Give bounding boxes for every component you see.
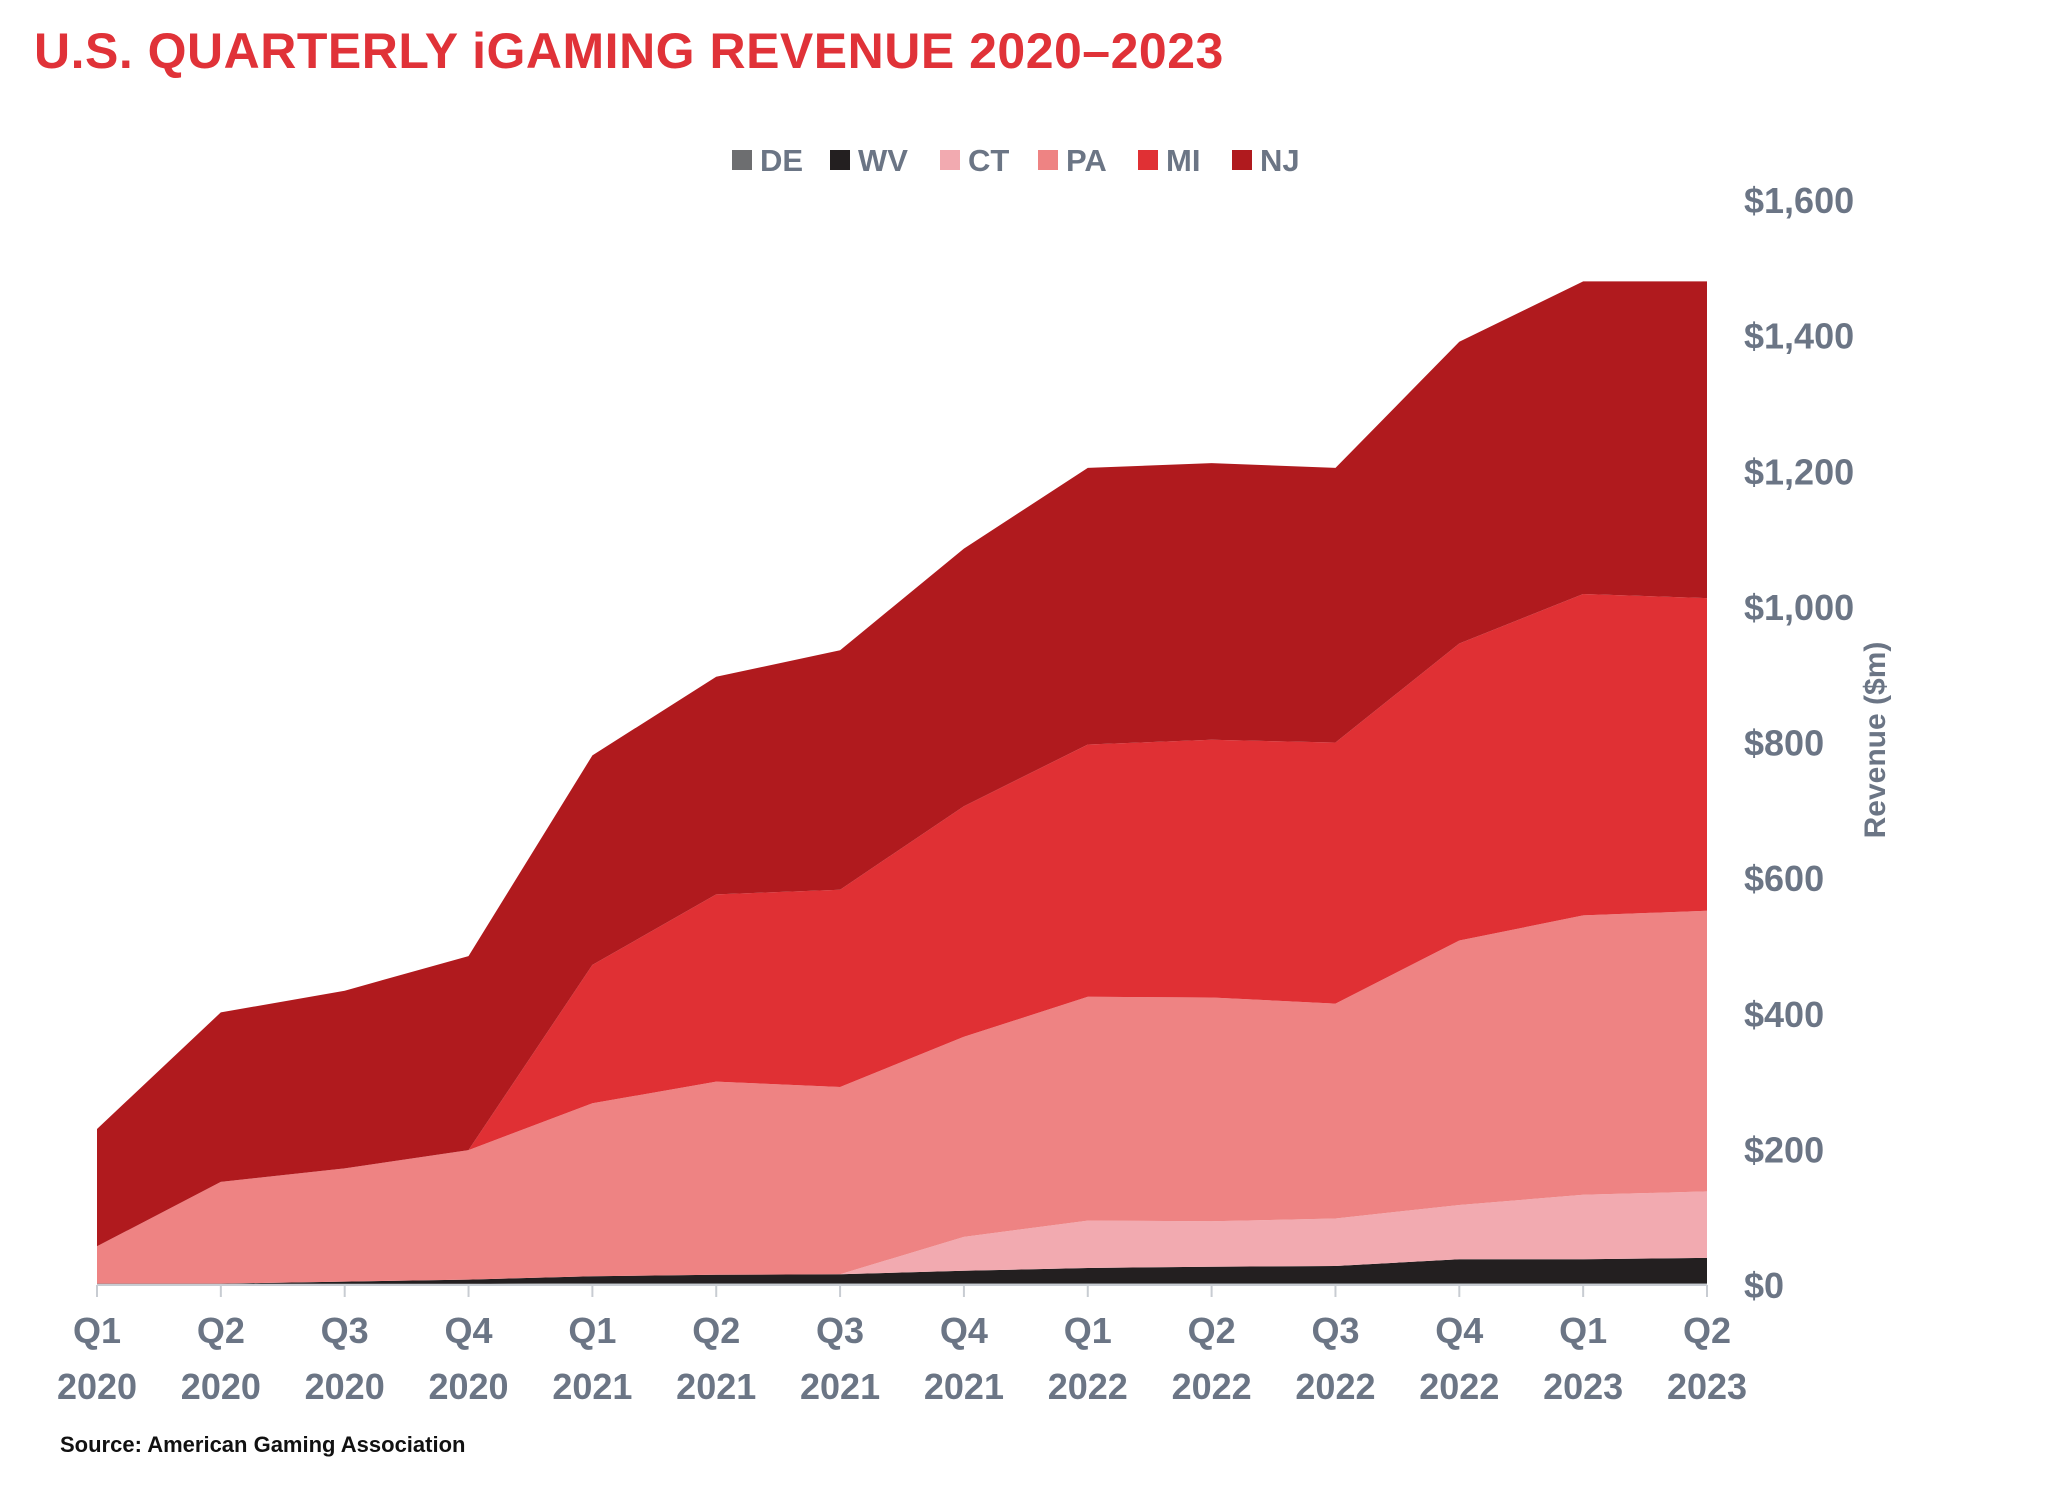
legend-label: CT — [968, 143, 1009, 178]
area-ct — [97, 1191, 1707, 1284]
x-tick-label: Q1 2020 — [57, 1310, 137, 1407]
x-tick-label: Q1 2023 — [1543, 1310, 1623, 1407]
chart-title: U.S. QUARTERLY iGAMING REVENUE 2020–2023 — [34, 23, 1224, 79]
legend-label: NJ — [1260, 143, 1300, 178]
legend-label: DE — [760, 143, 803, 178]
area-mi — [97, 594, 1707, 1247]
x-tick-label: Q2 2022 — [1172, 1310, 1252, 1407]
x-tick-label: Q3 2020 — [305, 1310, 385, 1407]
legend-swatch — [830, 150, 850, 170]
x-tick-label: Q2 2021 — [676, 1310, 756, 1407]
area-nj — [97, 281, 1707, 1247]
source-note: Source: American Gaming Association — [60, 1432, 466, 1457]
legend: DE WV CT PA MI NJ — [732, 143, 1300, 178]
x-tick-label: Q3 2022 — [1295, 1310, 1375, 1407]
area-wv — [97, 1257, 1707, 1284]
legend-swatch — [1232, 150, 1252, 170]
legend-label: MI — [1166, 143, 1200, 178]
legend-item-pa: PA — [1038, 143, 1107, 178]
y-tick-label: $1,000 — [1744, 587, 1854, 628]
legend-item-ct: CT — [940, 143, 1009, 178]
y-tick-label: $600 — [1744, 858, 1824, 899]
y-axis-label: Revenue ($m) — [1859, 642, 1892, 839]
area-pa — [97, 910, 1707, 1284]
x-tick-label: Q4 2022 — [1419, 1310, 1499, 1407]
legend-swatch — [732, 150, 752, 170]
legend-item-wv: WV — [830, 143, 908, 178]
x-tick-labels: Q1 2020 Q2 2020 Q3 2020 Q4 2020 Q1 2021 Q2 2021 Q3 20… — [57, 1310, 1747, 1407]
legend-swatch — [1038, 150, 1058, 170]
legend-label: PA — [1066, 143, 1107, 178]
legend-item-nj: NJ — [1232, 143, 1300, 178]
x-tick-label: Q1 2022 — [1048, 1310, 1128, 1407]
legend-item-mi: MI — [1138, 143, 1200, 178]
x-tick-label: Q2 2020 — [181, 1310, 261, 1407]
legend-swatch — [1138, 150, 1158, 170]
x-axis — [96, 1284, 1708, 1297]
x-tick-label: Q4 2020 — [428, 1310, 508, 1407]
series-areas — [97, 281, 1707, 1285]
y-tick-label: $1,200 — [1744, 451, 1854, 492]
y-tick-label: $200 — [1744, 1129, 1824, 1170]
legend-item-de: DE — [732, 143, 803, 178]
legend-swatch — [940, 150, 960, 170]
y-tick-label: $0 — [1744, 1265, 1784, 1306]
y-tick-label: $800 — [1744, 723, 1824, 764]
y-tick-label: $1,600 — [1744, 180, 1854, 221]
x-tick-label: Q2 2023 — [1667, 1310, 1747, 1407]
x-tick-label: Q1 2021 — [552, 1310, 632, 1407]
x-tick-label: Q4 2021 — [924, 1310, 1004, 1407]
y-tick-label: $1,400 — [1744, 316, 1854, 357]
x-tick-label: Q3 2021 — [800, 1310, 880, 1407]
y-tick-label: $400 — [1744, 994, 1824, 1035]
y-tick-labels: $0 $200 $400 $600 $800 $1,000 $1,200 $1,400 $1,6… — [1744, 180, 1854, 1306]
legend-label: WV — [858, 143, 908, 178]
